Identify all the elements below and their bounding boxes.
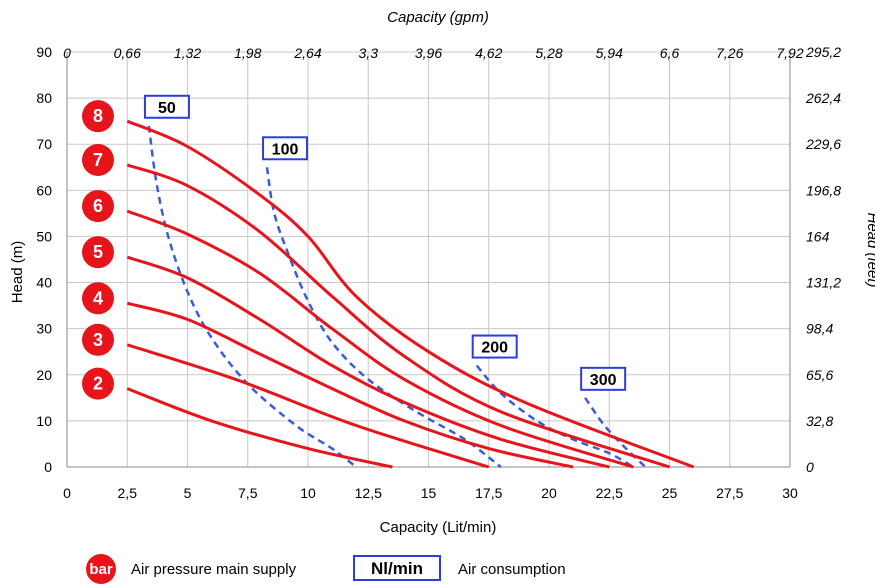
x-tick-label: 0: [63, 485, 71, 501]
y2-tick-label: 98,4: [806, 321, 833, 337]
x2-tick-label: 4,62: [475, 45, 502, 61]
air-consumption-line-50: [147, 125, 357, 468]
x2-tick-label: 7,92: [776, 45, 803, 61]
x-tick-label: 15: [421, 485, 437, 501]
legend-bar-label: bar: [89, 561, 113, 578]
y-tick-label: 0: [44, 459, 52, 475]
y2-tick-label: 32,8: [806, 413, 833, 429]
y-tick-label: 30: [36, 321, 52, 337]
x-tick-label: 25: [662, 485, 678, 501]
y-tick-label: 80: [36, 90, 52, 106]
pressure-badge-label-3: 3: [93, 330, 103, 350]
pressure-curve-4: [126, 301, 574, 469]
pressure-badge-7: [82, 143, 114, 176]
x2-tick-label: 1,98: [234, 45, 261, 61]
x-tick-label: 22,5: [596, 485, 623, 501]
legend-consumption-text: Air consumption: [458, 561, 566, 578]
x2-tick-label: 3,3: [359, 45, 379, 61]
x2-tick-label: 5,28: [535, 45, 562, 61]
pressure-badge-label-8: 8: [93, 106, 103, 126]
x2-tick-label: 0: [63, 45, 71, 61]
y-tick-label: 40: [36, 275, 52, 291]
y2-tick-label: 131,2: [806, 275, 841, 291]
x2-tick-label: 5,94: [596, 45, 623, 61]
x2-axis-title: Capacity (gpm): [387, 9, 489, 26]
pressure-badge-label-7: 7: [93, 150, 103, 170]
legend: bar Air pressure main supply Nl/min Air …: [86, 554, 566, 584]
pressure-badge-6: [82, 190, 114, 223]
x2-tick-label: 2,64: [293, 45, 321, 61]
pressure-badge-4: [82, 282, 114, 315]
y2-tick-label: 164: [806, 228, 830, 244]
y-tick-label: 90: [36, 44, 52, 60]
x-tick-label: 5: [184, 485, 192, 501]
x-tick-label: 30: [782, 485, 798, 501]
pressure-curve-3: [126, 343, 490, 469]
legend-nl-box: [353, 555, 441, 581]
pressure-badge-label-6: 6: [93, 196, 103, 216]
air-label-50: 50: [158, 100, 176, 117]
pressure-badge-8: [82, 100, 114, 133]
air-label-box-300: [580, 366, 627, 391]
pressure-curve-8: [126, 119, 695, 469]
y2-tick-label: 65,6: [806, 367, 833, 383]
pressure-curve-2: [126, 387, 393, 469]
y-tick-label: 10: [36, 413, 52, 429]
x2-tick-label: 0,66: [114, 45, 141, 61]
y-tick-label: 20: [36, 367, 52, 383]
x2-tick-label: 6,6: [660, 45, 680, 61]
legend-bar-badge: [86, 554, 116, 584]
air-consumption-line-100: [265, 167, 502, 468]
y-tick-label: 60: [36, 182, 52, 198]
pressure-badge-label-2: 2: [93, 374, 103, 394]
x-tick-label: 12,5: [355, 485, 382, 501]
tick-labels: 002,50,6651,327,51,98102,6412,53,3153,96…: [36, 44, 841, 501]
x2-tick-label: 3,96: [415, 45, 442, 61]
air-label-box-100: [262, 136, 309, 161]
pressure-curve-5: [126, 255, 610, 469]
series-layer: [126, 119, 695, 469]
pressure-badge-label-5: 5: [93, 242, 103, 262]
x-tick-label: 10: [300, 485, 316, 501]
x-axis-title: Capacity (Lit/min): [380, 519, 497, 536]
pressure-badge-3: [82, 323, 114, 356]
x2-tick-label: 1,32: [174, 45, 201, 61]
air-label-200: 200: [481, 340, 508, 357]
pressure-curve-6: [126, 209, 634, 469]
x-tick-label: 17,5: [475, 485, 502, 501]
x-tick-label: 27,5: [716, 485, 743, 501]
y2-tick-label: 229,6: [805, 136, 841, 152]
y-tick-label: 50: [36, 228, 52, 244]
x-tick-label: 7,5: [238, 485, 258, 501]
air-label-300: 300: [590, 372, 617, 389]
pressure-badges: 2 3 4 5 6 7 8: [82, 100, 114, 400]
x-tick-label: 2,5: [118, 485, 138, 501]
x2-tick-label: 7,26: [716, 45, 743, 61]
pressure-badge-2: [82, 367, 114, 400]
y2-tick-label: 0: [806, 459, 814, 475]
y-tick-label: 70: [36, 136, 52, 152]
y2-axis-title: Head (feet): [864, 212, 875, 287]
air-label-box-200: [471, 334, 518, 359]
air-label-box-50: [143, 94, 190, 119]
legend-pressure-text: Air pressure main supply: [131, 561, 297, 578]
y2-tick-label: 295,2: [805, 44, 841, 60]
pressure-badge-5: [82, 236, 114, 269]
y-axis-title: Head (m): [9, 241, 26, 304]
legend-nl-label: Nl/min: [371, 559, 423, 578]
air-consumption-labels: 50 100 200 300: [143, 94, 627, 391]
y2-tick-label: 196,8: [806, 182, 841, 198]
pressure-curve-7: [126, 163, 670, 469]
pressure-badge-label-4: 4: [93, 288, 103, 308]
x-tick-label: 20: [541, 485, 557, 501]
y2-tick-label: 262,4: [805, 90, 841, 106]
air-label-100: 100: [272, 141, 299, 158]
